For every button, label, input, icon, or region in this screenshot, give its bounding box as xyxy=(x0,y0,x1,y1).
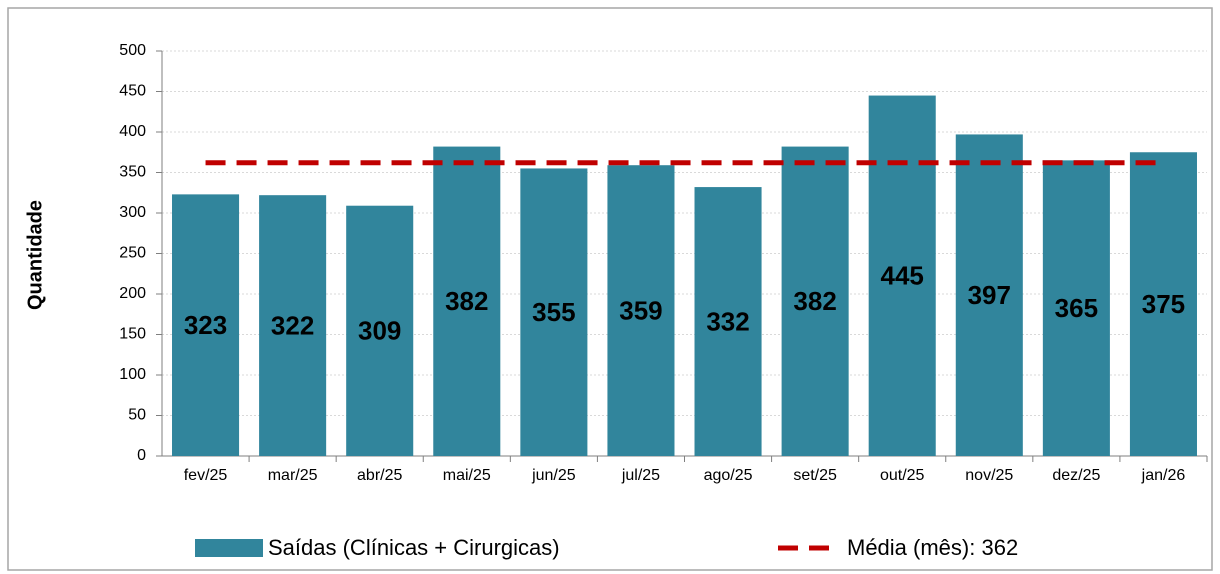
value-label: 397 xyxy=(968,280,1011,310)
value-label: 332 xyxy=(706,306,749,336)
bar xyxy=(694,187,762,456)
y-tick-label: 500 xyxy=(119,42,146,59)
x-tick-label: out/25 xyxy=(880,467,925,484)
x-tick-label: dez/25 xyxy=(1052,467,1100,484)
bar xyxy=(520,168,588,456)
y-tick-label: 0 xyxy=(137,447,146,464)
bar xyxy=(781,146,849,456)
bar xyxy=(1042,160,1110,456)
x-tick-label: set/25 xyxy=(793,467,837,484)
value-label: 359 xyxy=(619,295,662,325)
value-label: 382 xyxy=(445,286,488,316)
x-tick-label: fev/25 xyxy=(184,467,228,484)
legend-label: Saídas (Clínicas + Cirurgicas) xyxy=(268,535,560,560)
value-label: 382 xyxy=(793,286,836,316)
bar xyxy=(346,205,414,456)
bar xyxy=(1129,152,1197,456)
bar xyxy=(433,146,501,456)
y-tick-label: 200 xyxy=(119,285,146,302)
value-label: 309 xyxy=(358,316,401,346)
value-label: 322 xyxy=(271,310,314,340)
bar xyxy=(955,134,1023,456)
x-tick-label: jun/25 xyxy=(531,467,576,484)
x-tick-label: ago/25 xyxy=(704,467,753,484)
value-label: 375 xyxy=(1142,289,1185,319)
y-tick-label: 100 xyxy=(119,366,146,383)
y-tick-label: 450 xyxy=(119,83,146,100)
y-tick-label: 350 xyxy=(119,164,146,181)
bar xyxy=(259,195,327,456)
value-label: 365 xyxy=(1055,293,1098,323)
legend-label: Média (mês): 362 xyxy=(847,535,1018,560)
y-tick-label: 150 xyxy=(119,326,146,343)
x-tick-label: mai/25 xyxy=(443,467,491,484)
value-label: 445 xyxy=(881,261,924,291)
legend-swatch xyxy=(195,539,263,557)
bar xyxy=(868,95,936,457)
x-tick-label: nov/25 xyxy=(965,467,1013,484)
bar xyxy=(172,194,240,456)
y-axis-label: Quantidade xyxy=(24,200,46,310)
y-tick-label: 50 xyxy=(128,407,146,424)
bar xyxy=(607,165,675,456)
y-tick-label: 250 xyxy=(119,245,146,262)
value-label: 323 xyxy=(184,310,227,340)
value-label: 355 xyxy=(532,297,575,327)
y-tick-label: 300 xyxy=(119,204,146,221)
x-tick-label: mar/25 xyxy=(268,467,318,484)
x-tick-label: abr/25 xyxy=(357,467,402,484)
x-tick-label: jan/26 xyxy=(1141,467,1186,484)
y-tick-label: 400 xyxy=(119,123,146,140)
x-tick-label: jul/25 xyxy=(621,467,660,484)
